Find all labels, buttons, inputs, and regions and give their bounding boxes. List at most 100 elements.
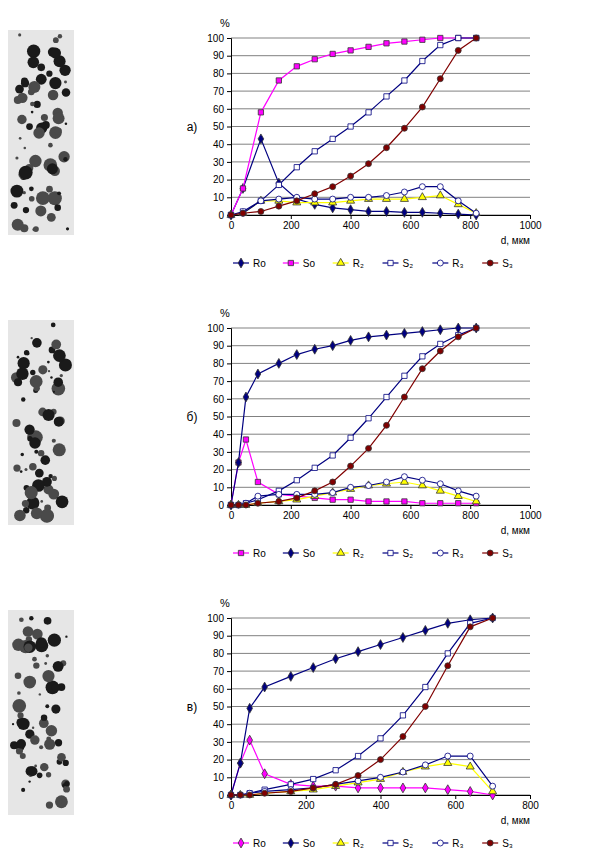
- marker: [228, 502, 234, 508]
- legend: RoSoR₂S₂R₃S₃: [233, 838, 513, 849]
- photo-particle: [65, 635, 67, 637]
- photo-particle: [62, 88, 71, 97]
- legend-marker: [437, 260, 443, 266]
- photo-particle: [57, 191, 61, 195]
- marker: [228, 792, 234, 798]
- marker: [400, 783, 406, 793]
- legend-marker: [437, 840, 443, 846]
- tick-label: 50: [213, 701, 225, 712]
- tick-label: 50: [213, 121, 225, 132]
- tick-mark: [227, 399, 231, 400]
- marker: [348, 124, 353, 129]
- marker: [247, 792, 253, 798]
- photo-particle: [20, 470, 23, 473]
- photo-particle: [48, 143, 53, 148]
- tick: 400: [343, 215, 360, 231]
- tick-mark: [227, 653, 231, 654]
- panel-title: б): [187, 410, 198, 424]
- grid-line: [231, 161, 530, 162]
- marker: [312, 465, 317, 470]
- photo-particle: [48, 191, 62, 205]
- photo-particle: [24, 147, 27, 150]
- marker: [401, 394, 407, 400]
- photo-particle: [36, 191, 50, 205]
- tick-label: 30: [213, 157, 225, 168]
- marker: [333, 781, 339, 787]
- legend-item: R₂: [333, 548, 364, 559]
- photo-particle: [46, 654, 49, 657]
- tick: 50: [213, 701, 231, 712]
- photo-particle: [16, 739, 26, 749]
- marker: [455, 198, 461, 204]
- marker: [312, 191, 318, 197]
- marker: [366, 44, 371, 49]
- tick-label: 0: [218, 210, 224, 221]
- photo-particle: [48, 474, 52, 478]
- tick-label: 90: [213, 630, 225, 641]
- marker: [312, 149, 317, 154]
- photo-particle: [53, 112, 65, 124]
- marker: [437, 184, 443, 190]
- photo-particle: [28, 780, 30, 782]
- tick: 60: [213, 684, 231, 695]
- figure: 020040060080010000102030405060708090100%…: [0, 0, 593, 867]
- tick-label: 100: [207, 613, 224, 624]
- marker: [420, 354, 425, 359]
- photo-particle: [17, 356, 20, 359]
- marker: [348, 335, 354, 345]
- marker: [294, 198, 300, 204]
- tick-mark: [227, 671, 231, 672]
- photo-particle: [55, 127, 62, 134]
- legend-label: R₂: [353, 838, 364, 849]
- photo-background: [8, 30, 74, 235]
- marker: [420, 327, 426, 337]
- axis-line: [232, 216, 531, 220]
- marker: [383, 193, 389, 199]
- legend-label: S₃: [502, 838, 513, 849]
- tick-label: 60: [213, 684, 225, 695]
- photo-particle: [36, 637, 47, 648]
- marker: [276, 203, 282, 209]
- photo-particle: [24, 424, 34, 434]
- photo-particle: [53, 661, 64, 672]
- tick-mark: [227, 38, 231, 39]
- tick-mark: [227, 127, 231, 128]
- marker: [400, 633, 406, 643]
- tick: 70: [213, 666, 231, 677]
- photo-particle: [42, 670, 54, 682]
- x-axis: 02004006008001000: [229, 215, 542, 231]
- tick-label: 1000: [519, 220, 542, 231]
- marker: [310, 663, 316, 673]
- marker: [255, 500, 261, 506]
- photo-particle: [29, 196, 35, 202]
- tick-label: 400: [373, 800, 390, 811]
- tick-label: 30: [213, 447, 225, 458]
- photo-particle: [43, 409, 55, 421]
- marker: [258, 134, 264, 144]
- marker: [473, 493, 479, 499]
- marker: [400, 194, 408, 201]
- legend-label: So: [303, 838, 316, 849]
- photo-particle: [44, 739, 55, 750]
- legend-marker: [288, 548, 294, 558]
- marker: [288, 671, 294, 681]
- marker: [355, 647, 361, 657]
- legend-marker: [388, 260, 393, 265]
- marker: [330, 453, 335, 458]
- tick-label: 800: [522, 800, 539, 811]
- legend-label: Ro: [253, 258, 266, 269]
- tick-label: 1000: [519, 510, 542, 521]
- tick-label: 400: [343, 510, 360, 521]
- photo-particle: [32, 657, 37, 662]
- marker: [238, 758, 244, 768]
- marker: [467, 753, 473, 759]
- marker: [455, 323, 461, 333]
- marker: [400, 713, 405, 718]
- tick-mark: [227, 452, 231, 453]
- photo-particle: [17, 691, 21, 695]
- legend-marker: [388, 840, 393, 845]
- photo-particle: [54, 417, 64, 427]
- photo-particle: [13, 464, 20, 471]
- photo-particle: [23, 626, 34, 637]
- tick: 100: [207, 323, 231, 334]
